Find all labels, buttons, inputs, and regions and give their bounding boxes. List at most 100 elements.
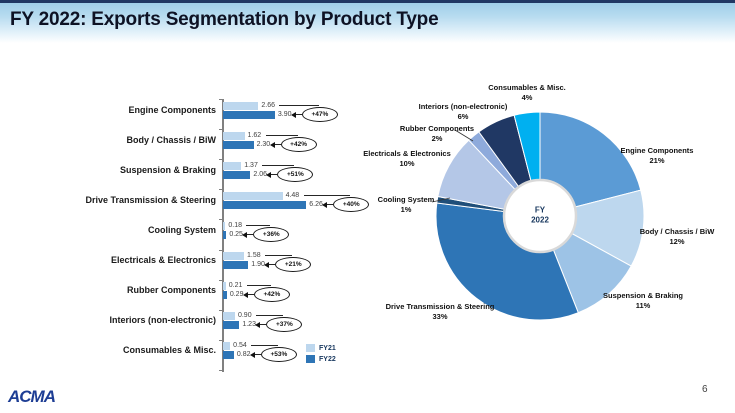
axis-tick [219, 309, 223, 311]
header-band [0, 3, 735, 43]
growth-percentage-badge: +47% [301, 107, 338, 122]
annotation-arrow-head [242, 231, 248, 238]
annotation-arrow-head [269, 141, 275, 148]
pie-center-line2: 2022 [531, 216, 549, 225]
bar-value-fy22: 3.90 [277, 111, 292, 118]
bar-value-fy21: 2.66 [261, 102, 275, 109]
bar-value-fy21: 4.48 [285, 192, 300, 199]
bar-chart-axis [222, 99, 224, 372]
bar-fy21 [223, 342, 231, 350]
bar-category-label: Interiors (non-electronic) [109, 315, 216, 325]
bar-fy21 [223, 312, 235, 320]
pie-segment-label: Interiors (non-electronic) 6% [419, 102, 508, 122]
bar-value-fy22: 1.23 [242, 321, 256, 328]
bar-value-fy22: 1.90 [251, 261, 265, 268]
annotation-arrow-head [242, 291, 248, 298]
axis-tick [219, 189, 223, 191]
axis-tick [219, 99, 223, 100]
pie-slice [538, 189, 645, 267]
growth-percentage-badge: +53% [260, 347, 297, 362]
axis-tick [219, 279, 223, 281]
growth-percentage-badge: +51% [277, 167, 314, 182]
pie-segment-name: Cooling System [377, 195, 435, 204]
growth-percentage-badge: +37% [266, 317, 303, 332]
annotation-line [262, 165, 295, 166]
pie-segment-pct: 6% [457, 112, 469, 122]
growth-percentage-badge: +36% [253, 227, 290, 242]
annotation-arrow-line [274, 144, 281, 145]
bar-fy21 [223, 282, 226, 290]
bar-category-label: Suspension & Braking [119, 165, 216, 175]
pie-segment-pct: 10% [399, 159, 415, 169]
annotation-arrow-line [260, 324, 267, 325]
bar-value-fy21: 0.54 [233, 342, 247, 349]
bar-chart-legend: FY21 FY22 [306, 344, 336, 366]
slide-title: FY 2022: Exports Segmentation by Product… [10, 9, 439, 30]
pie-segment-label: Rubber Components 2% [400, 124, 474, 144]
axis-tick [219, 369, 223, 371]
pie-segment-name: Suspension & Braking [602, 291, 684, 300]
pie-segment-label: Suspension & Braking 11% [603, 291, 683, 311]
pie-segment-pct: 12% [669, 237, 685, 247]
bar-value-fy22: 0.82 [236, 351, 251, 358]
annotation-arrow-line [269, 264, 276, 265]
pie-center-hole [502, 178, 578, 254]
pie-center-line1: FY [534, 205, 546, 215]
pie-segment-label: Consumables & Misc. 4% [488, 83, 566, 103]
bar-category-label: Electricals & Electronics [110, 255, 216, 265]
annotation-arrow-head [322, 201, 328, 208]
legend-label: FY21 [319, 344, 336, 352]
pie-segment-pct: 21% [649, 156, 665, 166]
pie-segment-label: Drive Transmission & Steering 33% [386, 302, 495, 322]
axis-tick [219, 339, 223, 341]
bar-fy22 [223, 201, 307, 209]
bar-category-label: Engine Components [128, 105, 217, 115]
annotation-line [246, 285, 271, 286]
bar-fy22 [223, 171, 251, 179]
axis-tick [219, 249, 223, 251]
bar-value-fy21: 0.90 [237, 312, 252, 319]
axis-tick [219, 159, 223, 161]
bar-fy22 [223, 111, 275, 119]
pie-segment-label: Electricals & Electronics 10% [363, 149, 451, 169]
pie-segment-name: Drive Transmission & Steering [385, 302, 495, 311]
bar-category-label: Cooling System [147, 225, 216, 235]
pie-segment-name: Electricals & Electronics [363, 149, 451, 158]
pie-segment-label: Cooling System 1% [378, 195, 435, 215]
annotation-arrow-line [247, 294, 254, 295]
bar-value-fy21: 1.58 [247, 252, 261, 259]
annotation-arrow-head [290, 111, 296, 118]
exports-pie-chart [431, 111, 645, 321]
bar-fy22 [223, 321, 240, 329]
bar-category-label: Drive Transmission & Steering [85, 195, 216, 205]
pie-segment-pct: 11% [635, 301, 651, 311]
annotation-line [251, 345, 278, 346]
bar-value-fy22: 2.06 [253, 171, 268, 178]
pie-segment-label: Engine Components 21% [621, 146, 694, 166]
bar-fy22 [223, 141, 254, 149]
bar-fy22 [223, 231, 227, 239]
bar-category-label: Rubber Components [127, 285, 216, 295]
bar-fy21 [223, 252, 244, 260]
annotation-line [303, 195, 351, 196]
pie-segment-pct: 4% [521, 93, 533, 103]
pie-center-label: FY 2022 [531, 206, 549, 227]
legend-item: FY21 [306, 344, 336, 352]
annotation-line [246, 225, 271, 226]
growth-percentage-badge: +40% [333, 197, 370, 212]
pie-leader-line [431, 197, 451, 203]
annotation-arrow-head [255, 321, 261, 328]
annotation-arrow-line [327, 204, 334, 205]
annotation-line [279, 105, 319, 106]
annotation-arrow-head [266, 171, 272, 178]
growth-percentage-badge: +21% [275, 257, 312, 272]
pie-leader-line [454, 129, 474, 142]
bar-value-fy21: 1.62 [247, 132, 262, 139]
bar-fy21 [223, 132, 245, 140]
annotation-line [265, 135, 298, 136]
bar-fy21 [223, 222, 226, 230]
annotation-arrow-line [247, 234, 254, 235]
bar-value-fy21: 0.18 [228, 222, 243, 229]
axis-tick [219, 219, 223, 221]
